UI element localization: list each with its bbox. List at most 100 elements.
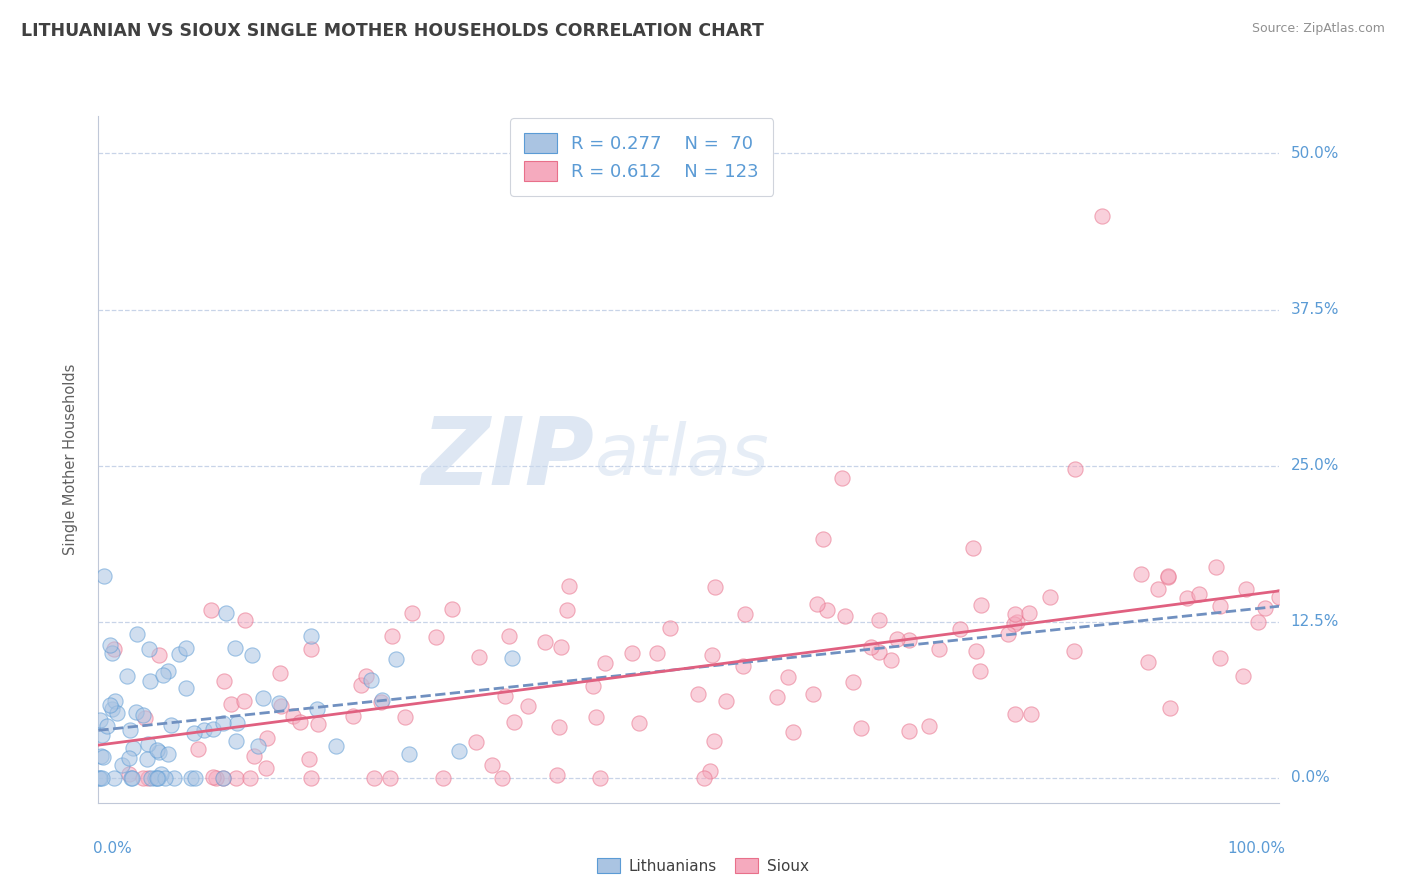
Text: 37.5%: 37.5% <box>1291 302 1339 317</box>
Point <box>425 630 447 644</box>
Point <box>766 690 789 704</box>
Point <box>441 602 464 616</box>
Point <box>432 771 454 785</box>
Point <box>1232 669 1254 683</box>
Legend: R = 0.277    N =  70, R = 0.612    N = 123: R = 0.277 N = 70, R = 0.612 N = 123 <box>510 118 773 196</box>
Y-axis label: Single Mother Households: Single Mother Households <box>63 364 77 555</box>
Point <box>269 666 291 681</box>
Point <box>247 739 270 754</box>
Point <box>860 640 883 654</box>
Point <box>90 748 112 763</box>
Point <box>232 694 254 708</box>
Point <box>1209 599 1232 613</box>
Point <box>1234 582 1257 597</box>
Point <box>1157 570 1180 584</box>
Point <box>363 771 385 785</box>
Point <box>146 743 169 757</box>
Point <box>239 771 262 785</box>
Point <box>202 770 225 784</box>
Point <box>139 771 162 785</box>
Point <box>96 719 118 733</box>
Point <box>394 710 416 724</box>
Point <box>962 541 984 555</box>
Point <box>381 629 404 643</box>
Point <box>834 609 856 624</box>
Point <box>928 642 950 657</box>
Point <box>585 710 607 724</box>
Point <box>176 641 198 656</box>
Point <box>1187 587 1209 601</box>
Point <box>378 771 401 785</box>
Point <box>360 673 382 687</box>
Point <box>136 737 159 751</box>
Point <box>806 597 828 611</box>
Point <box>1019 707 1042 722</box>
Text: ZIP: ZIP <box>422 413 595 506</box>
Point <box>371 693 394 707</box>
Point <box>288 714 311 729</box>
Text: 100.0%: 100.0% <box>1227 840 1285 855</box>
Point <box>305 702 328 716</box>
Point <box>880 653 903 667</box>
Point <box>103 771 125 785</box>
Point <box>131 707 153 722</box>
Point <box>325 739 347 754</box>
Point <box>183 726 205 740</box>
Point <box>98 698 121 712</box>
Point <box>557 603 579 617</box>
Point <box>120 771 142 785</box>
Point <box>1039 590 1062 604</box>
Point <box>148 745 170 759</box>
Point <box>101 702 124 716</box>
Point <box>700 648 723 662</box>
Point <box>89 713 111 727</box>
Point <box>212 674 235 689</box>
Point <box>104 694 127 708</box>
Point <box>184 771 207 785</box>
Point <box>517 699 540 714</box>
Point <box>782 725 804 739</box>
Point <box>370 694 392 708</box>
Point <box>686 687 709 701</box>
Point <box>501 650 523 665</box>
Point <box>965 644 987 658</box>
Point <box>256 731 278 745</box>
Point <box>176 681 198 695</box>
Point <box>134 711 156 725</box>
Point <box>703 734 725 748</box>
Point <box>138 641 160 656</box>
Point <box>233 613 256 627</box>
Point <box>481 758 503 772</box>
Point <box>1005 615 1028 629</box>
Point <box>118 767 141 781</box>
Point <box>699 764 721 778</box>
Point <box>734 607 756 622</box>
Point <box>731 659 754 673</box>
Point <box>776 669 799 683</box>
Point <box>90 771 112 785</box>
Point <box>997 627 1019 641</box>
Point <box>465 735 488 749</box>
Point <box>398 747 420 761</box>
Point <box>356 669 378 683</box>
Point <box>254 762 277 776</box>
Point <box>801 687 824 701</box>
Point <box>153 771 176 785</box>
Point <box>548 720 571 734</box>
Text: atlas: atlas <box>595 421 769 491</box>
Point <box>212 771 235 785</box>
Point <box>831 471 853 485</box>
Point <box>91 750 114 764</box>
Point <box>589 771 612 785</box>
Point <box>93 568 115 582</box>
Point <box>98 638 121 652</box>
Point <box>89 771 111 785</box>
Point <box>201 723 224 737</box>
Point <box>811 532 834 546</box>
Point <box>240 648 263 662</box>
Point <box>449 744 471 758</box>
Point <box>1137 656 1160 670</box>
Point <box>118 723 141 737</box>
Point <box>342 708 364 723</box>
Legend: Lithuanians, Sioux: Lithuanians, Sioux <box>591 852 815 880</box>
